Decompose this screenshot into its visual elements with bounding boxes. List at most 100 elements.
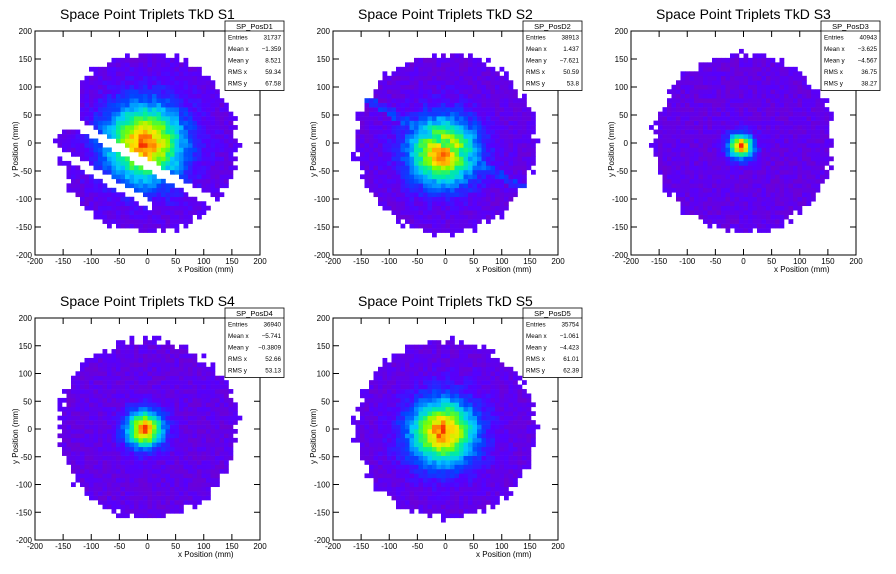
heatmap-cell [156,156,162,162]
heatmap-cell [201,116,207,121]
heatmap-cell [761,156,767,162]
heatmap-cell [504,143,509,148]
heatmap-cell [197,437,202,443]
heatmap-cell [84,491,90,496]
heatmap-cell [513,111,518,117]
heatmap-cell [486,201,491,207]
heatmap-cell [463,201,469,207]
heatmap-cell [477,169,482,175]
heatmap-cell [147,411,153,416]
heatmap-cell [490,102,496,108]
heatmap-cell [423,93,428,99]
heatmap-cell [143,98,148,103]
heatmap-cell [174,397,180,403]
heatmap-cell [459,84,464,90]
heatmap-cell [454,183,460,189]
heatmap-cell [400,196,406,202]
heatmap-cell [183,411,189,416]
heatmap-cell [197,380,202,385]
heatmap-cell [685,89,690,95]
heatmap-cell [414,75,419,81]
heatmap-cell [179,429,184,434]
heatmap-cell [201,165,207,171]
heatmap-cell [436,98,442,103]
stats-key: Mean x [526,46,548,53]
heatmap-cell [712,147,717,153]
heatmap-cell [156,464,162,470]
heatmap-cell [120,340,126,345]
heatmap-cell [134,223,139,229]
heatmap-cell [102,473,108,479]
heatmap-cell [824,169,830,175]
heatmap-cell [152,84,157,90]
heatmap-cell [107,486,112,492]
heatmap-cell [508,165,514,171]
heatmap-cell [179,508,184,514]
heatmap-cell [152,205,157,211]
heatmap-cell [152,491,157,496]
stats-key: Mean y [228,58,250,65]
heatmap-cell [766,93,771,99]
heatmap-cell [468,214,473,220]
heatmap-cell [396,143,401,148]
heatmap-cell [734,192,740,198]
heatmap-cell [224,134,229,139]
heatmap-cell [80,178,85,184]
heatmap-cell [797,111,803,117]
heatmap-cell [188,219,193,224]
stats-value: 67.58 [265,81,281,88]
heatmap-cell [734,102,740,108]
heatmap-cell [134,371,139,377]
heatmap-cell [707,134,713,139]
heatmap-cell [84,384,90,390]
heatmap-cell [378,120,383,126]
heatmap-cell [165,75,171,81]
heatmap-cell [66,165,72,171]
heatmap-cell [102,375,108,381]
heatmap-cell [721,156,726,162]
heatmap-cell [698,134,704,139]
heatmap-cell [120,80,126,86]
heatmap-cell [752,210,758,215]
heatmap-cell [423,84,428,90]
heatmap-cell [71,143,76,148]
heatmap-cell [161,362,166,368]
x-tick-label: -50 [412,257,424,266]
heatmap-cell [779,102,785,108]
heatmap-cell [463,151,469,157]
heatmap-cell [409,111,415,117]
heatmap-cell [757,210,762,215]
heatmap-cell [757,205,762,211]
heatmap-cell [734,98,740,103]
heatmap-cell [215,89,220,95]
heatmap-cell [752,53,758,59]
heatmap-cell [84,460,90,465]
heatmap-cell [761,219,767,224]
heatmap-cell [734,129,740,135]
heatmap-cell [369,169,374,175]
heatmap-cell [84,174,90,180]
heatmap-cell [811,98,816,103]
heatmap-cell [165,102,171,108]
heatmap-cell [75,442,81,448]
heatmap-cell [432,75,437,81]
heatmap-cell [703,210,708,215]
heatmap-cell [192,205,198,211]
heatmap-cell [111,71,117,77]
heatmap-cell [707,111,713,117]
heatmap-cell [508,187,514,193]
heatmap-cell [400,107,406,112]
heatmap-cell [152,156,157,162]
x-tick-label: 0 [443,257,448,266]
heatmap-cell [463,75,469,81]
heatmap-cell [775,156,780,162]
heatmap-cell [156,219,162,224]
heatmap-cell [387,138,392,144]
heatmap-cell [219,147,225,153]
heatmap-cell [752,205,758,211]
heatmap-cell [391,156,397,162]
heatmap-cell [689,89,695,95]
heatmap-cell [143,424,148,430]
heatmap-cell [206,473,211,479]
heatmap-cell [125,451,130,456]
